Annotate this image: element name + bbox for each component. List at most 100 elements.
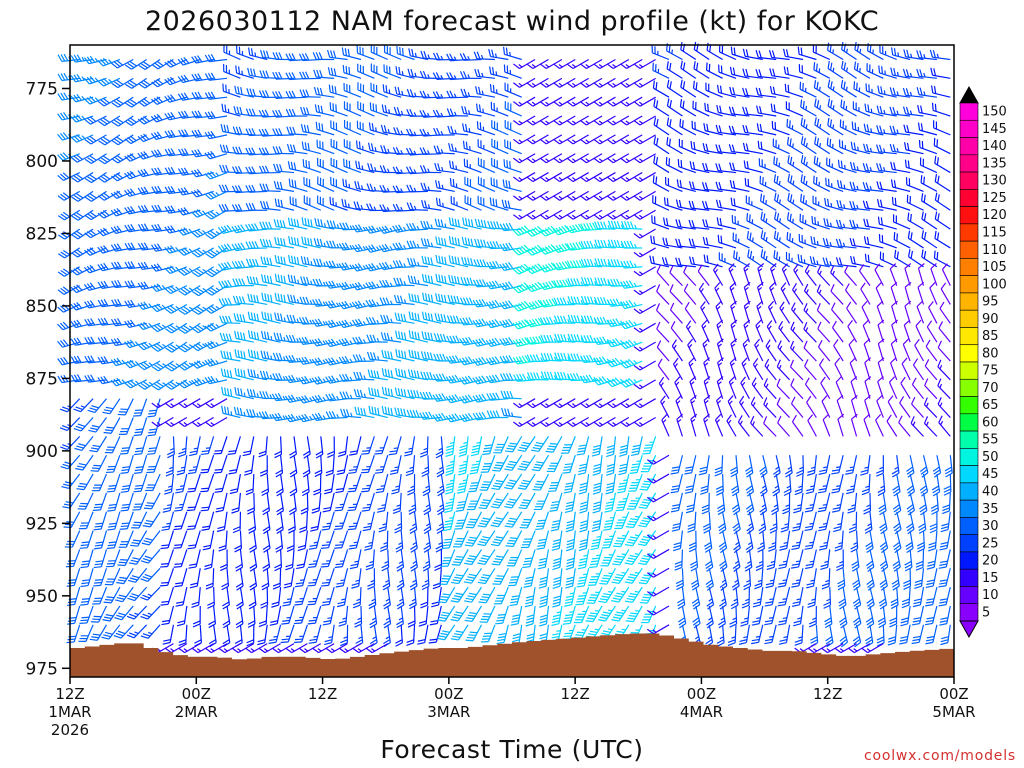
wind-barb	[134, 436, 148, 456]
x-tick-label: 5MAR	[932, 703, 975, 721]
wind-barb	[126, 605, 148, 620]
wind-barb	[161, 511, 175, 531]
wind-barb	[147, 436, 161, 455]
wind-barb	[221, 103, 241, 117]
wind-barb	[133, 455, 148, 474]
wind-barb	[259, 391, 281, 400]
wind-barb	[80, 586, 94, 606]
wind-barb	[301, 141, 321, 155]
wind-barb	[258, 165, 281, 174]
wind-barb	[232, 146, 254, 155]
wind-barb	[143, 492, 161, 510]
colorbar-swatch	[959, 309, 979, 328]
wind-barb	[307, 605, 322, 625]
colorbar-label: 110	[982, 243, 1007, 258]
wind-barb	[215, 492, 228, 513]
wind-barb	[232, 295, 254, 306]
x-tick-label: 12Z	[813, 685, 842, 703]
wind-barb	[124, 379, 147, 389]
wind-barb	[274, 198, 295, 211]
wind-barb	[77, 492, 94, 510]
wind-barb	[234, 349, 254, 362]
wind-barb	[165, 322, 188, 334]
wind-barb	[330, 177, 348, 192]
wind-barb	[235, 568, 244, 591]
y-tick-label: 975	[26, 659, 58, 679]
wind-barb	[104, 436, 121, 454]
wind-barb	[178, 360, 201, 371]
wind-barb	[89, 624, 108, 641]
y-tick-label: 950	[26, 587, 58, 607]
wind-barb	[151, 58, 174, 70]
wind-barb	[177, 379, 201, 389]
wind-barb	[174, 492, 188, 512]
wind-barb	[204, 190, 228, 200]
x-tick-label: 2026	[51, 721, 89, 739]
wind-barb	[110, 337, 134, 347]
wind-barb	[288, 492, 297, 516]
colorbar-label: 90	[982, 312, 999, 327]
wind-barb	[132, 492, 148, 511]
wind-barb	[323, 473, 335, 495]
wind-barb	[286, 126, 308, 136]
wind-barb	[299, 71, 321, 80]
wind-barb	[343, 139, 362, 155]
wind-barb	[258, 605, 268, 628]
wind-barb	[232, 126, 254, 136]
wind-barb	[342, 178, 362, 192]
x-tick-label: 00Z	[939, 685, 968, 703]
wind-barb	[311, 394, 335, 404]
wind-barb	[75, 454, 94, 471]
wind-barb	[140, 624, 161, 639]
wind-barb	[261, 474, 270, 497]
wind-barb	[246, 624, 255, 647]
wind-barb	[259, 370, 281, 381]
wind-barb	[244, 455, 255, 476]
colorbar-swatch	[959, 137, 979, 156]
wind-barb	[137, 360, 161, 371]
wind-barb	[204, 303, 228, 314]
wind-barb	[274, 436, 283, 459]
wind-barb	[269, 605, 282, 626]
colorbar-swatch	[959, 568, 979, 587]
colorbar-swatch	[959, 586, 979, 605]
wind-barb	[93, 568, 108, 587]
wind-barb	[165, 455, 175, 477]
wind-barb	[218, 297, 241, 306]
wind-barb	[336, 587, 349, 608]
wind-barb	[317, 176, 335, 192]
wind-barb	[313, 86, 335, 98]
wind-barb	[137, 115, 161, 125]
wind-barb	[186, 492, 201, 512]
wind-barb	[178, 624, 188, 646]
wind-barb	[191, 341, 214, 352]
wind-barb	[178, 303, 201, 315]
wind-barb	[326, 220, 348, 230]
wind-barb	[192, 605, 201, 628]
wind-barb	[133, 417, 148, 437]
colorbar-swatch	[959, 275, 979, 294]
wind-barb	[312, 52, 335, 61]
wind-barb	[200, 492, 215, 512]
wind-barb	[330, 120, 348, 136]
wind-barb	[334, 511, 349, 530]
wind-barb	[310, 511, 322, 532]
wind-barb	[178, 110, 201, 119]
wind-barb	[247, 47, 268, 61]
wind-barb	[205, 568, 215, 590]
wind-barb	[191, 55, 214, 64]
wind-barb	[234, 85, 254, 98]
wind-barb	[223, 44, 241, 61]
wind-barb	[334, 492, 349, 512]
wind-barb	[204, 549, 215, 571]
wind-barb	[97, 280, 120, 290]
wind-barb	[142, 511, 161, 528]
wind-barb	[176, 605, 188, 627]
wind-barb	[178, 436, 188, 458]
wind-barb	[84, 228, 107, 239]
wind-barb	[97, 356, 120, 365]
x-tick-label: 00Z	[434, 685, 463, 703]
wind-barb	[204, 398, 228, 409]
wind-barb	[314, 218, 335, 230]
